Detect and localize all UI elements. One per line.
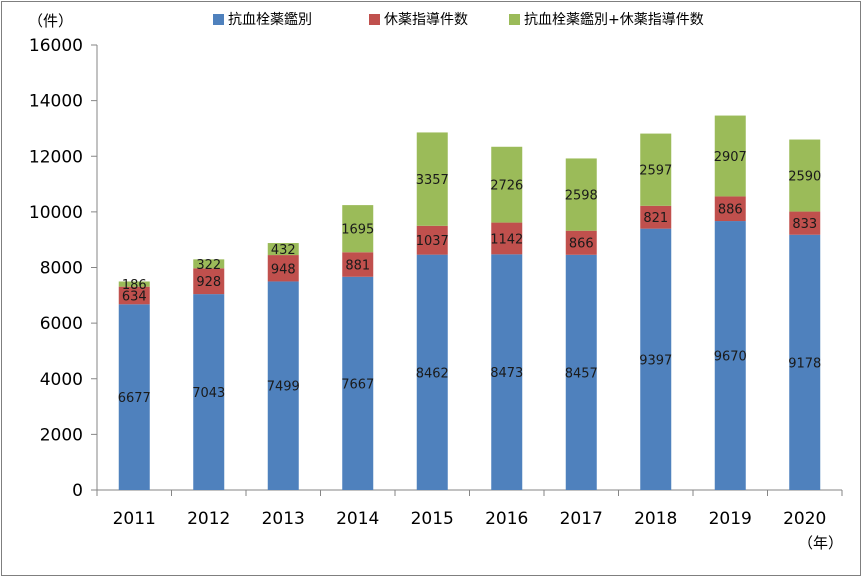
bar-segment-series-1: [342, 276, 374, 490]
bar-segment-series-1: [640, 228, 672, 490]
bar-segment-series-1: [789, 234, 821, 490]
legend: 抗血栓薬鑑別 休薬指導件数 抗血栓薬鑑別+休薬指導件数: [213, 11, 704, 28]
legend-label-series-2: 休薬指導件数: [384, 12, 468, 28]
bar-segment-series-3: [267, 243, 299, 256]
x-tick-label: 2018: [634, 509, 677, 529]
data-label-series-1: 9178: [788, 356, 821, 371]
data-label-series-2: 948: [271, 262, 296, 277]
y-tick-label: 8000: [40, 259, 83, 279]
legend-swatch-series-3: [509, 14, 520, 25]
data-label-series-2: 886: [718, 203, 743, 218]
data-label-series-1: 6677: [118, 391, 151, 406]
bar-segment-series-3: [416, 132, 448, 226]
data-label-series-3: 2907: [714, 150, 747, 165]
data-label-series-1: 8457: [565, 366, 598, 381]
bar-segment-series-3: [118, 281, 150, 287]
data-label-series-2: 1037: [416, 234, 449, 249]
bar-segment-series-2: [267, 255, 299, 282]
y-tick-label: 14000: [29, 92, 83, 112]
x-tick-label: 2020: [783, 509, 826, 529]
bar-segment-series-2: [342, 252, 374, 277]
data-label-series-3: 3357: [416, 173, 449, 188]
bars: [118, 115, 821, 490]
bar-segment-series-3: [714, 115, 746, 197]
data-label-series-2: 634: [122, 289, 147, 304]
data-label-series-3: 2598: [565, 189, 598, 204]
x-tick-label: 2014: [336, 509, 379, 529]
data-label-series-1: 7043: [192, 386, 225, 401]
y-tick-label: 2000: [40, 425, 83, 445]
data-label-series-3: 2590: [788, 170, 821, 185]
data-label-series-1: 9397: [639, 353, 672, 368]
data-label-series-2: 821: [643, 211, 668, 226]
x-tick-label: 2011: [113, 509, 156, 529]
y-tick-label: 12000: [29, 147, 83, 167]
data-label-series-2: 881: [345, 259, 370, 274]
data-label-series-3: 1695: [341, 223, 374, 238]
legend-label-series-1: 抗血栓薬鑑別: [228, 11, 312, 28]
data-label-series-2: 833: [792, 217, 817, 232]
bar-segment-series-3: [491, 146, 523, 223]
bar-segment-series-2: [416, 225, 448, 255]
data-label-series-3: 432: [271, 243, 296, 258]
bar-segment-series-2: [491, 222, 523, 255]
x-tick-label: 2017: [560, 509, 603, 529]
legend-label-series-3: 抗血栓薬鑑別+休薬指導件数: [524, 11, 704, 28]
y-tick-label: 16000: [29, 36, 83, 56]
y-tick-label: 6000: [40, 314, 83, 334]
axes: 0 2000 4000 6000 8000 10000 12000 14000 16000 201…: [29, 36, 843, 529]
legend-swatch-series-1: [213, 14, 224, 25]
y-tick-label: 4000: [40, 370, 83, 390]
data-label-series-1: 7667: [341, 377, 374, 392]
bar-segment-series-2: [789, 211, 821, 235]
y-tick-label: 10000: [29, 203, 83, 223]
bar-segment-series-3: [640, 133, 672, 206]
bar-segment-series-3: [342, 205, 374, 253]
legend-swatch-series-2: [369, 14, 380, 25]
bar-segment-series-2: [118, 286, 150, 305]
y-axis-unit: （件）: [28, 12, 73, 30]
bar-segment-series-1: [193, 294, 225, 490]
bar-segment-series-1: [118, 304, 150, 490]
bar-segment-series-1: [714, 221, 746, 490]
data-label-series-3: 322: [196, 258, 221, 273]
data-label-series-1: 8462: [416, 366, 449, 381]
bar-segment-series-2: [714, 196, 746, 222]
data-label-series-2: 928: [196, 275, 221, 290]
bar-segment-series-3: [193, 259, 225, 269]
bar-segment-series-1: [491, 254, 523, 490]
data-label-series-1: 7499: [267, 380, 300, 395]
data-label-series-2: 1142: [490, 232, 523, 247]
bar-segment-series-1: [267, 281, 299, 490]
data-label-series-3: 186: [122, 278, 147, 293]
bar-segment-series-1: [565, 254, 597, 490]
data-label-series-3: 2597: [639, 164, 672, 179]
data-label-series-2: 866: [569, 237, 594, 252]
data-label-series-1: 9670: [714, 350, 747, 365]
x-tick-label: 2015: [411, 509, 454, 529]
bar-segment-series-3: [789, 139, 821, 212]
x-tick-label: 2012: [187, 509, 230, 529]
y-tick-label: 0: [72, 481, 83, 501]
x-axis-unit: （年）: [798, 534, 843, 552]
bar-segment-series-2: [193, 268, 225, 295]
x-tick-label: 2016: [485, 509, 528, 529]
bar-segment-series-2: [565, 230, 597, 255]
data-label-series-1: 8473: [490, 366, 523, 381]
bar-segment-series-1: [416, 254, 448, 490]
data-label-series-3: 2726: [490, 179, 523, 194]
bar-segment-series-3: [565, 158, 597, 231]
x-tick-label: 2013: [262, 509, 305, 529]
x-tick-label: 2019: [709, 509, 752, 529]
bar-segment-series-2: [640, 205, 672, 229]
